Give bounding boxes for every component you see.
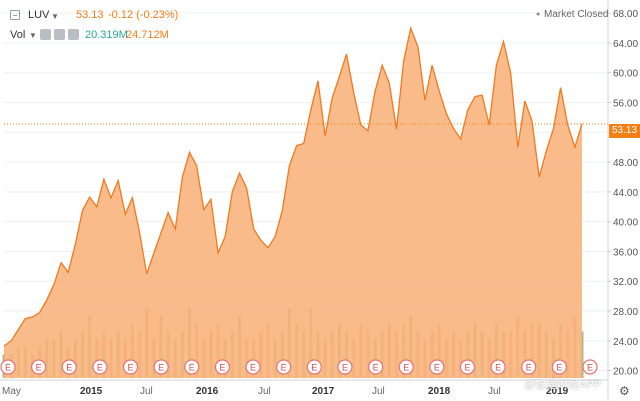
y-tick-label: 24.00	[613, 337, 638, 348]
chevron-down-icon[interactable]: ▼	[29, 31, 37, 40]
earnings-marker-label: E	[464, 363, 470, 373]
earnings-marker-label: E	[219, 363, 225, 373]
earnings-marker-label: E	[66, 363, 72, 373]
y-tick-label: 56.00	[613, 99, 638, 110]
y-tick-label: 32.00	[613, 277, 638, 288]
x-tick-label: Jul	[140, 386, 153, 397]
earnings-marker-label: E	[373, 363, 379, 373]
earnings-marker[interactable]	[276, 359, 292, 375]
y-tick-label: 28.00	[613, 307, 638, 318]
earnings-marker-label: E	[587, 363, 593, 373]
earnings-marker[interactable]	[398, 359, 414, 375]
earnings-marker[interactable]	[31, 359, 47, 375]
earnings-marker[interactable]	[214, 359, 231, 375]
y-tick-label: 48.00	[613, 158, 638, 169]
earnings-marker[interactable]	[367, 359, 384, 375]
y-tick-label: 40.00	[613, 218, 638, 229]
collapse-icon[interactable]	[10, 10, 20, 20]
earnings-marker[interactable]	[582, 359, 598, 375]
price-value: 53.13	[76, 9, 104, 21]
earnings-marker-label: E	[36, 363, 42, 373]
volume-value-2: 24.712M	[126, 29, 169, 41]
earnings-marker-label: E	[495, 363, 501, 373]
x-tick-label: May	[2, 386, 21, 397]
earnings-marker[interactable]	[429, 359, 445, 375]
status-dot-icon: ●	[536, 11, 541, 18]
x-tick-label: 2015	[80, 386, 103, 397]
settings-icon[interactable]	[54, 29, 65, 40]
earnings-marker[interactable]	[306, 359, 322, 375]
x-tick-label: Jul	[258, 386, 271, 397]
earnings-marker-label: E	[281, 363, 287, 373]
earnings-marker-label: E	[189, 363, 195, 373]
y-axis: 20.00 24.00 28.00 32.00 36.00 40.00 44.00 48.00…	[608, 9, 638, 378]
volume-label[interactable]: Vol	[10, 29, 26, 41]
last-price-tag: 53.13	[609, 124, 640, 138]
earnings-marker[interactable]	[184, 359, 200, 375]
volume-value-1: 20.319M	[85, 29, 128, 41]
earnings-marker-label: E	[128, 363, 134, 373]
price-line	[3, 25, 583, 347]
chevron-down-icon[interactable]: ▼	[51, 12, 59, 21]
earnings-marker-label: E	[311, 363, 317, 373]
price-area	[4, 28, 582, 378]
x-tick-label: 2016	[196, 386, 219, 397]
earnings-marker-label: E	[342, 363, 348, 373]
x-tick-label: 2017	[312, 386, 335, 397]
earnings-marker[interactable]	[551, 359, 567, 375]
earnings-marker[interactable]	[153, 359, 169, 375]
y-tick-label: 64.00	[613, 39, 638, 50]
earnings-marker-label: E	[526, 363, 532, 373]
earnings-marker-label: E	[434, 363, 440, 373]
market-status: Market Closed	[544, 9, 609, 20]
earnings-marker[interactable]	[490, 359, 506, 375]
y-tick-label: 36.00	[613, 247, 638, 258]
watermark-text: @智通财经APP	[524, 379, 602, 391]
earnings-marker[interactable]	[245, 359, 261, 375]
earnings-marker[interactable]	[0, 359, 16, 375]
price-change: -0.12 (-0.23%)	[108, 9, 179, 21]
earnings-marker-label: E	[97, 363, 103, 373]
earnings-marker[interactable]	[122, 359, 139, 375]
x-tick-label: 2018	[428, 386, 451, 397]
gear-icon[interactable]: ⚙	[619, 384, 630, 398]
earnings-marker[interactable]	[337, 359, 353, 375]
earnings-marker-label: E	[250, 363, 256, 373]
y-tick-label: 44.00	[613, 188, 638, 199]
earnings-marker[interactable]	[92, 359, 108, 375]
symbol-label[interactable]: LUV	[28, 9, 50, 21]
earnings-marker-label: E	[556, 363, 562, 373]
x-axis: May 2015 Jul 2016 Jul 2017 Jul 2018 Jul 2019	[2, 386, 569, 397]
earnings-marker[interactable]	[521, 359, 537, 375]
eye-icon[interactable]	[40, 29, 51, 40]
x-tick-label: Jul	[488, 386, 501, 397]
earnings-marker[interactable]	[459, 359, 476, 375]
x-tick-label: Jul	[372, 386, 385, 397]
earnings-marker-label: E	[403, 363, 409, 373]
y-tick-label: 68.00	[613, 9, 638, 20]
y-tick-label: 20.00	[613, 367, 638, 378]
x-tick-label: 2019	[546, 386, 569, 397]
y-tick-label: 60.00	[613, 69, 638, 80]
earnings-marker[interactable]	[61, 359, 77, 375]
close-icon[interactable]	[68, 29, 79, 40]
earnings-marker-label: E	[158, 363, 164, 373]
earnings-marker-label: E	[5, 363, 11, 373]
